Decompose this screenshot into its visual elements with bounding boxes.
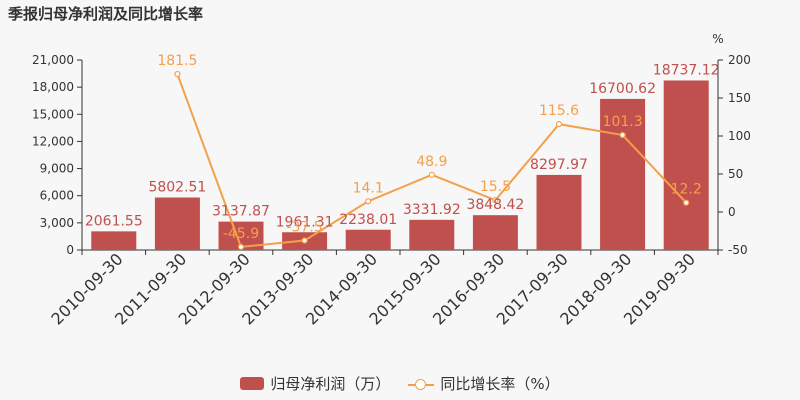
bar-value-label: 3137.87 xyxy=(212,204,270,220)
y-right-tick-label: 150 xyxy=(728,91,751,105)
legend-label-growth: 同比增长率（%） xyxy=(440,375,560,393)
bar-value-label: 2061.55 xyxy=(85,213,143,229)
chart-legend: 归母净利润（万） 同比增长率（%） xyxy=(0,373,800,394)
bar-value-label: 5802.51 xyxy=(148,180,206,196)
growth-point xyxy=(174,70,181,78)
growth-value-label: -45.9 xyxy=(223,226,259,242)
bar-value-label: 8297.97 xyxy=(530,157,588,173)
bar-value-label: 1961.31 xyxy=(276,214,334,230)
y-right-tick-label: 0 xyxy=(728,205,736,219)
bar xyxy=(536,174,582,250)
bar-value-label: 3331.92 xyxy=(403,202,461,218)
growth-value-label: 181.5 xyxy=(157,53,197,69)
growth-point xyxy=(492,197,499,204)
growth-point xyxy=(428,171,435,178)
bar xyxy=(600,98,646,250)
bar-value-label: 16700.62 xyxy=(589,81,656,97)
chart-title: 季报归母净利润及同比增长率 xyxy=(8,5,204,23)
y-left-tick-label: 21,000 xyxy=(32,53,74,67)
bar-value-label: 3848.42 xyxy=(466,197,524,213)
growth-value-label: 12.2 xyxy=(671,182,702,198)
bar-value-label: 18737.12 xyxy=(653,62,720,78)
y-left-tick-label: 9,000 xyxy=(40,162,74,176)
y-left-tick-label: 3,000 xyxy=(40,216,74,230)
y-left-tick-label: 15,000 xyxy=(32,107,74,121)
growth-value-label: 101.3 xyxy=(603,114,643,130)
y-left-tick-label: 0 xyxy=(66,243,74,257)
legend-bar-swatch xyxy=(240,377,265,390)
growth-value-label: 48.9 xyxy=(416,154,447,170)
y-right-tick-label: -50 xyxy=(728,243,748,257)
growth-value-label: 15.5 xyxy=(480,179,511,195)
y-left-tick-label: 6,000 xyxy=(40,189,74,203)
growth-point xyxy=(237,243,245,250)
bar xyxy=(91,231,137,250)
growth-value-label: 115.6 xyxy=(539,103,579,119)
legend-label-profit: 归母净利润（万） xyxy=(270,375,391,393)
legend-item-growth[interactable]: 同比增长率（%） xyxy=(408,373,560,394)
bar xyxy=(345,229,391,250)
bar-value-label: 2238.01 xyxy=(339,212,397,228)
growth-value-label: 14.1 xyxy=(353,180,384,196)
legend-item-profit[interactable]: 归母净利润（万） xyxy=(240,373,390,394)
y-left-tick-label: 18,000 xyxy=(32,80,74,94)
bar xyxy=(154,197,200,250)
legend-line-swatch xyxy=(408,377,435,391)
y-right-tick-label: 100 xyxy=(728,129,751,143)
y-right-tick-label: 50 xyxy=(728,167,743,181)
growth-point xyxy=(365,198,372,205)
bar xyxy=(409,219,455,250)
bar xyxy=(663,80,709,250)
y-right-tick-label: 200 xyxy=(728,53,751,67)
bar xyxy=(472,215,518,250)
growth-point xyxy=(301,237,308,244)
y-right-unit: % xyxy=(712,32,723,46)
y-left-tick-label: 12,000 xyxy=(32,134,74,148)
growth-value-label: -37.5 xyxy=(286,220,322,236)
growth-point xyxy=(619,131,626,139)
growth-point xyxy=(555,121,563,128)
growth-point xyxy=(683,199,690,206)
